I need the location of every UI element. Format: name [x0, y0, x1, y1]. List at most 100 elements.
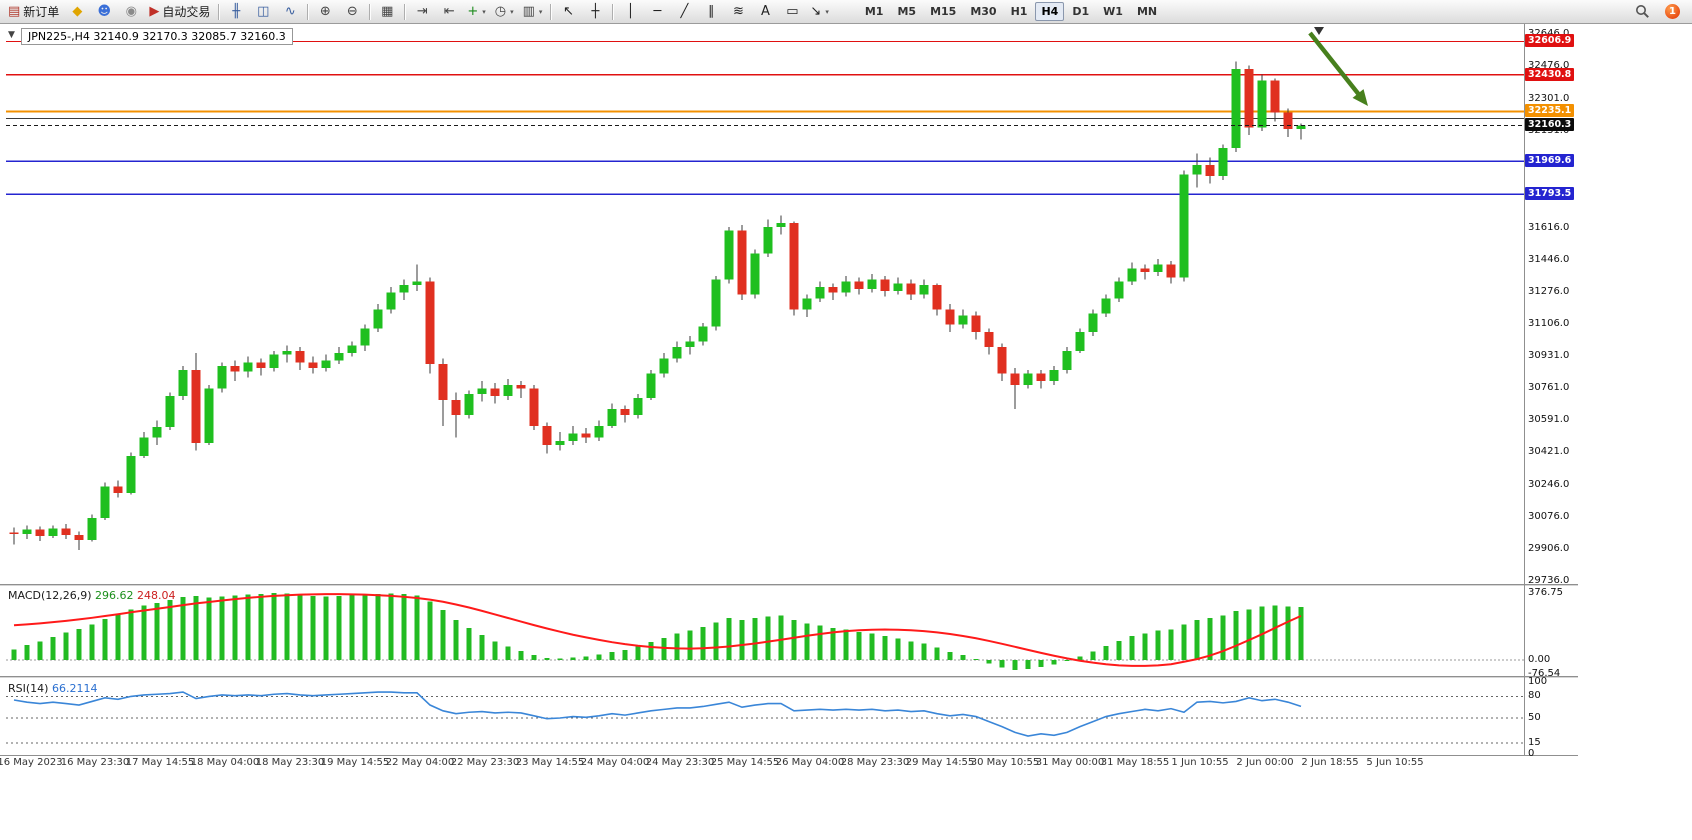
crosshair-button[interactable]: ┼ — [582, 1, 608, 23]
candle — [607, 409, 617, 427]
arrows-button[interactable]: ↘ ▾ — [806, 1, 832, 23]
candle — [347, 345, 357, 353]
candle — [1049, 369, 1059, 382]
templates-button[interactable]: ▥ ▾ — [519, 1, 547, 23]
zoom-in-button[interactable]: ⊕ — [312, 1, 338, 23]
mql-community-button[interactable]: ◆ — [64, 1, 90, 23]
price-tick-label: 31276.0 — [1528, 285, 1570, 297]
auto-scroll-button[interactable]: ⇥ — [409, 1, 435, 23]
candle — [1192, 164, 1202, 175]
timeframe-m15-button[interactable]: M15 — [930, 5, 957, 18]
text-label-button[interactable]: ▭ — [779, 1, 805, 23]
trendline-button[interactable]: ╱ — [671, 1, 697, 23]
macd-bar — [1077, 656, 1083, 660]
candle — [1257, 80, 1267, 128]
indicators-button[interactable]: + ▾ — [463, 1, 489, 23]
periods-icon: ◷ — [494, 4, 507, 19]
horizontal-line-button[interactable]: ─ — [644, 1, 670, 23]
trend-arrow-head[interactable] — [1352, 89, 1368, 106]
rsi-axis-label: 100 — [1528, 676, 1548, 687]
candle — [503, 384, 513, 397]
notification-badge[interactable]: 1 — [1665, 4, 1680, 19]
candle — [763, 226, 773, 254]
toolbar-separator — [612, 3, 614, 20]
periods-button[interactable]: ◷ ▾ — [491, 1, 518, 23]
bar-chart-button[interactable]: ╫ — [223, 1, 249, 23]
toolbar-separator — [218, 3, 220, 20]
candle — [1062, 350, 1072, 370]
macd-bar — [1207, 618, 1213, 660]
candle — [438, 364, 448, 400]
candle — [399, 285, 409, 293]
macd-bar — [960, 655, 966, 660]
new-order-button[interactable]: ▤ 新订单 — [4, 1, 63, 23]
candle — [9, 532, 19, 535]
line-chart-icon: ∿ — [284, 4, 296, 19]
timeframe-h4-button[interactable]: H4 — [1035, 2, 1065, 21]
candle — [139, 437, 149, 457]
time-label: 29 May 14:55 — [905, 757, 975, 768]
time-label: 31 May 18:55 — [1100, 757, 1170, 768]
timeframe-mn-button[interactable]: MN — [1136, 5, 1158, 18]
candle — [152, 427, 162, 438]
autotrading-button-label: 自动交易 — [162, 5, 211, 19]
macd-bar — [1181, 624, 1187, 660]
alerts-button[interactable]: ◉ — [118, 1, 144, 23]
candle — [516, 384, 526, 389]
candle — [490, 388, 500, 397]
macd-bar — [1168, 629, 1174, 660]
timeframe-m5-button[interactable]: M5 — [897, 5, 917, 18]
price-tick-label: 30421.0 — [1528, 446, 1570, 458]
text-button[interactable]: A — [752, 1, 778, 23]
price-tick-label: 29906.0 — [1528, 543, 1570, 555]
macd-bar — [895, 638, 901, 660]
panel-separator[interactable] — [0, 676, 1578, 679]
line-chart-button[interactable]: ∿ — [277, 1, 303, 23]
timeframe-m30-button[interactable]: M30 — [970, 5, 997, 18]
macd-bar — [1220, 615, 1226, 660]
cursor-button[interactable]: ↖ — [555, 1, 581, 23]
candle — [789, 223, 799, 310]
fibonacci-button[interactable]: ≋ — [725, 1, 751, 23]
macd-bar — [934, 647, 940, 660]
candle — [750, 253, 760, 295]
timeframe-bar: M1 M5 M15 M30 H1 H4 D1 W1 MN — [859, 2, 1163, 21]
channel-button[interactable]: ∥ — [698, 1, 724, 23]
timeframe-h1-button[interactable]: H1 — [1010, 5, 1028, 18]
zoom-out-button[interactable]: ⊖ — [339, 1, 365, 23]
macd-bar — [453, 619, 459, 660]
macd-bar — [947, 651, 953, 660]
candle — [35, 529, 45, 537]
candle — [61, 528, 71, 536]
macd-bar — [1155, 630, 1161, 660]
one-click-trading-toggle[interactable]: ▼ — [8, 30, 15, 40]
candle — [230, 366, 240, 372]
timeframe-w1-button[interactable]: W1 — [1103, 5, 1123, 18]
arrows-icon: ↘ — [810, 4, 822, 19]
candle — [1166, 264, 1176, 278]
candle — [802, 298, 812, 310]
zoom-in-icon: ⊕ — [319, 4, 331, 19]
chart-shift-button[interactable]: ⇤ — [436, 1, 462, 23]
profile-button[interactable]: ☻ — [91, 1, 117, 23]
search-button[interactable] — [1629, 1, 1655, 23]
candlestick-button[interactable]: ◫ — [250, 1, 276, 23]
autotrading-button[interactable]: ▶ 自动交易 — [145, 1, 214, 23]
channel-icon: ∥ — [708, 4, 715, 19]
timeframe-m1-button[interactable]: M1 — [864, 5, 884, 18]
macd-bar — [1051, 660, 1057, 665]
panel-separator[interactable] — [0, 584, 1578, 587]
tile-windows-button[interactable]: ▦ — [374, 1, 400, 23]
chart-shift-marker-icon[interactable] — [1314, 27, 1324, 35]
chart-title-text: JPN225-,H4 32140.9 32170.3 32085.7 32160… — [28, 30, 286, 43]
macd-bar — [1025, 660, 1031, 669]
trend-arrow[interactable] — [1308, 31, 1363, 99]
macd-bar — [687, 630, 693, 660]
vertical-line-button[interactable]: │ — [617, 1, 643, 23]
time-label: 30 May 10:55 — [970, 757, 1040, 768]
timeframe-d1-button[interactable]: D1 — [1072, 5, 1090, 18]
candlestick-icon: ◫ — [257, 4, 270, 19]
toolbar: ▤ 新订单 ◆ ☻ ◉ ▶ 自动交易 ╫ ◫ ∿ ⊕ ⊖ ▦ ⇥ ⇤ + ▾ ◷ ▾ ▥ ▾ ↖ ┼ │ ─ ╱ ∥ ≋ A ▭ ↘ ▾ M1… — [0, 0, 1692, 24]
candle — [451, 399, 461, 415]
